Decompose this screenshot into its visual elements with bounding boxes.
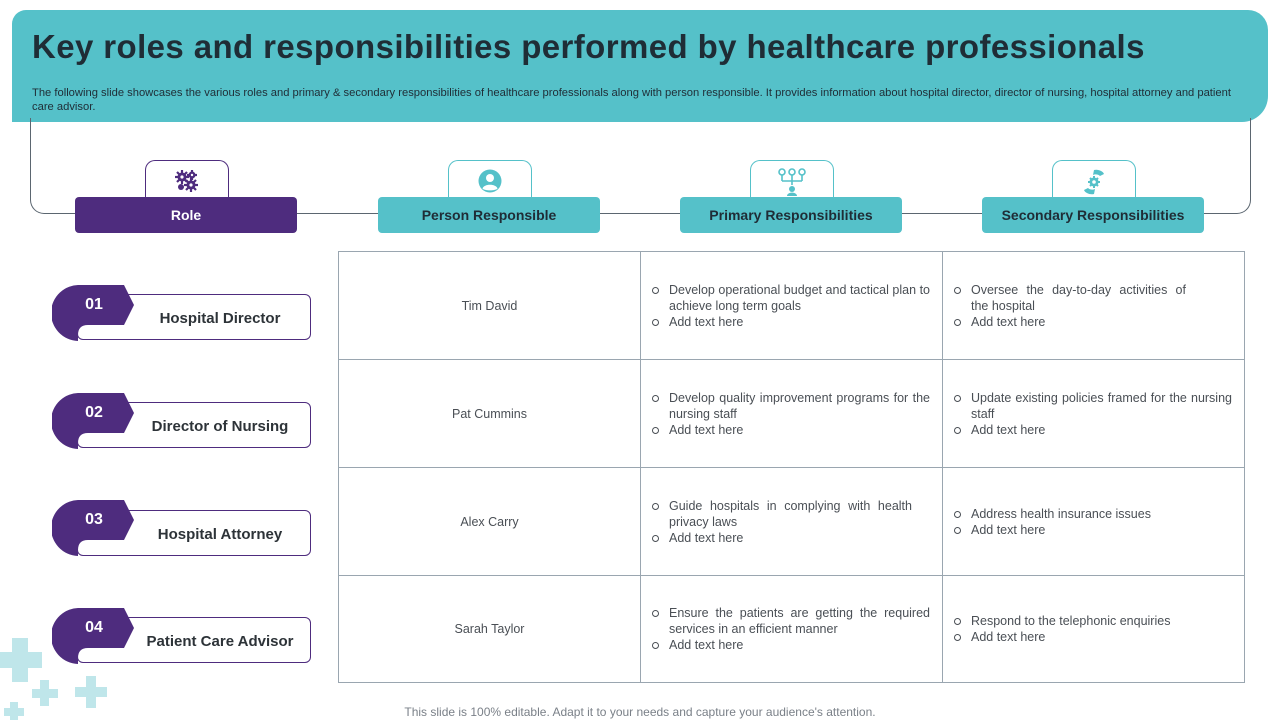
- page-subtitle: The following slide showcases the variou…: [32, 87, 1231, 113]
- gears-icon: [175, 170, 198, 192]
- header-banner: Key roles and responsibilities performed…: [12, 10, 1268, 122]
- bullet-item: Add text here: [651, 422, 930, 438]
- responsibilities-table: Tim David Develop operational budget and…: [338, 251, 1245, 683]
- bullet-item: Update existing policies framed for the …: [953, 390, 1232, 422]
- role-badge-2: [52, 393, 134, 449]
- person-icon: [478, 169, 502, 193]
- role-number: 03: [85, 511, 103, 528]
- hand-gear-icon-tab: [1052, 160, 1136, 200]
- person-name: Sarah Taylor: [454, 622, 525, 636]
- bullet-item: Add text here: [651, 530, 912, 546]
- bullet-item: Guide hospitals in complying with health…: [651, 498, 912, 530]
- bullet-item: Add text here: [953, 314, 1186, 330]
- bullet-item: Ensure the patients are getting the requ…: [651, 605, 930, 637]
- secondary-cell: Update existing policies framed for the …: [943, 360, 1244, 468]
- bullet-item: Add text here: [953, 629, 1232, 645]
- person-cell: Tim David: [339, 252, 641, 360]
- bullet-item: Address health insurance issues: [953, 506, 1232, 522]
- bullet-item: Add text here: [953, 522, 1232, 538]
- bullet-item: Add text here: [651, 637, 930, 653]
- role-number: 01: [85, 296, 103, 313]
- primary-cell: Develop quality improvement programs for…: [641, 360, 943, 468]
- role-title: Hospital Director: [159, 309, 281, 327]
- bullet-item: Add text here: [651, 314, 930, 330]
- bullet-item: Respond to the telephonic enquiries: [953, 613, 1232, 629]
- person-cell: Alex Carry: [339, 468, 641, 576]
- person-name: Pat Cummins: [451, 406, 528, 421]
- bullet-item: Add text here: [953, 422, 1232, 438]
- person-name: Alex Carry: [460, 514, 519, 529]
- bullet-item: Develop operational budget and tactical …: [651, 282, 930, 314]
- person-cell: Sarah Taylor: [339, 576, 641, 682]
- column-header-person: Person Responsible: [378, 197, 600, 233]
- role-icon-tab: [145, 160, 229, 200]
- secondary-cell: Oversee the day-to-day activities of the…: [943, 252, 1244, 360]
- person-icon-tab: [448, 160, 532, 200]
- footer-note: This slide is 100% editable. Adapt it to…: [404, 705, 876, 719]
- role-badge-4: [52, 608, 134, 664]
- column-header-primary: Primary Responsibilities: [680, 197, 902, 233]
- bullet-item: Oversee the day-to-day activities of the…: [953, 282, 1186, 314]
- role-badge-3: [52, 500, 134, 556]
- role-number: 04: [85, 619, 103, 636]
- decorative-crosses: [0, 638, 107, 720]
- role-title: Hospital Attorney: [157, 525, 283, 543]
- role-title: Patient Care Advisor: [146, 632, 294, 650]
- role-number: 02: [85, 404, 103, 421]
- hierarchy-icon-tab: [750, 160, 834, 200]
- column-header-role: Role: [75, 197, 297, 233]
- primary-cell: Guide hospitals in complying with health…: [641, 468, 943, 576]
- secondary-cell: Address health insurance issues Add text …: [943, 468, 1244, 576]
- hand-gear-icon: [1084, 169, 1104, 195]
- page-title: Key roles and responsibilities performed…: [32, 28, 1145, 65]
- primary-cell: Ensure the patients are getting the requ…: [641, 576, 943, 682]
- column-header-secondary: Secondary Responsibilities: [982, 197, 1204, 233]
- secondary-cell: Respond to the telephonic enquiries Add t…: [943, 576, 1244, 682]
- person-cell: Pat Cummins: [339, 360, 641, 468]
- role-badge-1: [52, 285, 134, 341]
- header-frame: [30, 118, 1251, 214]
- person-name: Tim David: [461, 298, 518, 313]
- hierarchy-icon: [778, 168, 806, 196]
- role-title: Director of Nursing: [151, 417, 289, 435]
- bullet-item: Develop quality improvement programs for…: [651, 390, 930, 422]
- primary-cell: Develop operational budget and tactical …: [641, 252, 943, 360]
